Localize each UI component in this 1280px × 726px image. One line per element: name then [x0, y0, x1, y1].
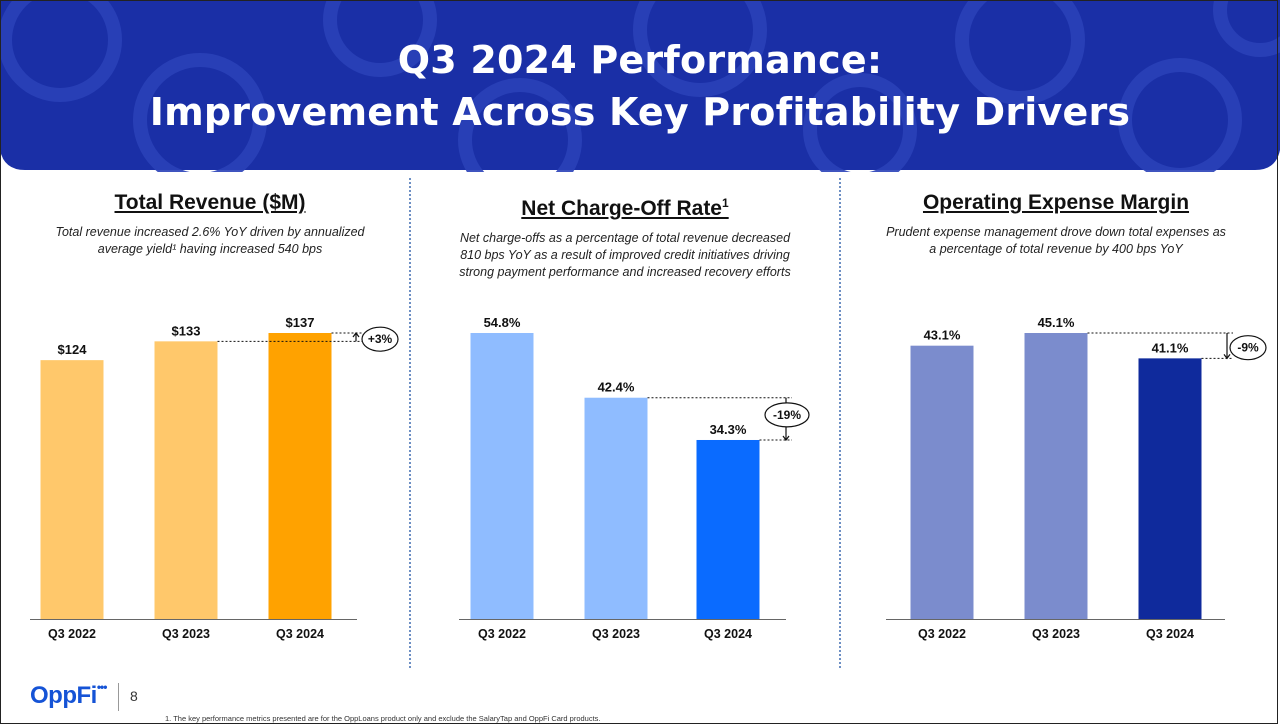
logo-text: OppFi	[30, 682, 97, 709]
nco-panel: Net Charge-Off Rate1 Net charge-offs as …	[425, 188, 825, 281]
revenue-data-label-1: $133	[172, 323, 201, 338]
nco-bar-1	[584, 397, 648, 619]
opex-bracket-arrow	[1223, 354, 1231, 360]
opex-panel: Operating Expense Margin Prudent expense…	[856, 188, 1256, 258]
opex-data-label-2: 41.1%	[1152, 340, 1189, 355]
page-title: Q3 2024 Performance: Improvement Across …	[0, 34, 1280, 138]
opex-change-label: -9%	[1237, 341, 1259, 355]
footnote: 1. The key performance metrics presented…	[165, 714, 601, 723]
revenue-data-label-0: $124	[58, 342, 88, 357]
nco-bar-2	[696, 439, 760, 619]
nco-tick-label-0: Q3 2022	[478, 627, 526, 641]
opex-tick-label-2: Q3 2024	[1146, 627, 1194, 641]
nco-data-label-0: 54.8%	[484, 315, 521, 330]
opex-tick-label-0: Q3 2022	[918, 627, 966, 641]
header-background	[0, 0, 1280, 172]
revenue-panel: Total Revenue ($M) Total revenue increas…	[10, 188, 410, 258]
title-line-2: Improvement Across Key Profitability Dri…	[149, 90, 1131, 134]
nco-bar-0	[470, 333, 534, 619]
revenue-tick-label-1: Q3 2023	[162, 627, 210, 641]
opex-bar-2	[1138, 358, 1202, 619]
oppfi-logo: OppFi•••	[30, 680, 108, 710]
revenue-bar-1	[154, 341, 218, 619]
revenue-data-label-2: $137	[286, 315, 315, 330]
title-superscript: 1	[722, 196, 729, 210]
nco-bracket-arrow	[782, 435, 790, 441]
header-banner: Q3 2024 Performance: Improvement Across …	[0, 0, 1280, 172]
revenue-panel-description: Total revenue increased 2.6% YoY driven …	[55, 225, 365, 256]
nco-data-label-1: 42.4%	[598, 380, 635, 395]
nco-data-label-2: 34.3%	[710, 422, 747, 437]
revenue-change-badge	[361, 326, 399, 352]
opex-change-badge	[1229, 335, 1267, 361]
nco-tick-label-2: Q3 2024	[704, 627, 752, 641]
nco-panel-title: Net Charge-Off Rate1	[425, 188, 825, 224]
opex-panel-description: Prudent expense management drove down to…	[886, 225, 1226, 256]
nco-change-label: -19%	[773, 408, 801, 422]
revenue-change-label: +3%	[368, 332, 393, 346]
panel-title-text: Operating Expense Margin	[922, 191, 1190, 214]
opex-data-label-0: 43.1%	[924, 328, 961, 343]
panel-title-text: Net Charge-Off Rate	[521, 197, 722, 220]
revenue-bar-2	[268, 333, 332, 619]
panel-title-text: Total Revenue ($M)	[114, 191, 306, 214]
revenue-tick-label-2: Q3 2024	[276, 627, 324, 641]
revenue-bar-0	[40, 360, 104, 619]
panel-divider	[839, 178, 841, 668]
opex-bar-1	[1024, 333, 1088, 619]
nco-tick-label-1: Q3 2023	[592, 627, 640, 641]
logo-dots: •••	[96, 680, 108, 694]
nco-panel-description: Net charge-offs as a percentage of total…	[459, 231, 791, 279]
title-line-1: Q3 2024 Performance:	[397, 38, 883, 82]
page-number: 8	[130, 688, 138, 704]
revenue-bracket-arrow	[352, 332, 360, 338]
revenue-panel-title: Total Revenue ($M)	[10, 188, 410, 218]
revenue-tick-label-0: Q3 2022	[48, 627, 96, 641]
opex-panel-title: Operating Expense Margin	[856, 188, 1256, 218]
opex-bar-0	[910, 345, 974, 619]
panel-divider	[409, 178, 411, 668]
footer-separator	[118, 683, 119, 711]
nco-change-badge	[764, 402, 810, 428]
opex-tick-label-1: Q3 2023	[1032, 627, 1080, 641]
opex-data-label-1: 45.1%	[1038, 315, 1075, 330]
